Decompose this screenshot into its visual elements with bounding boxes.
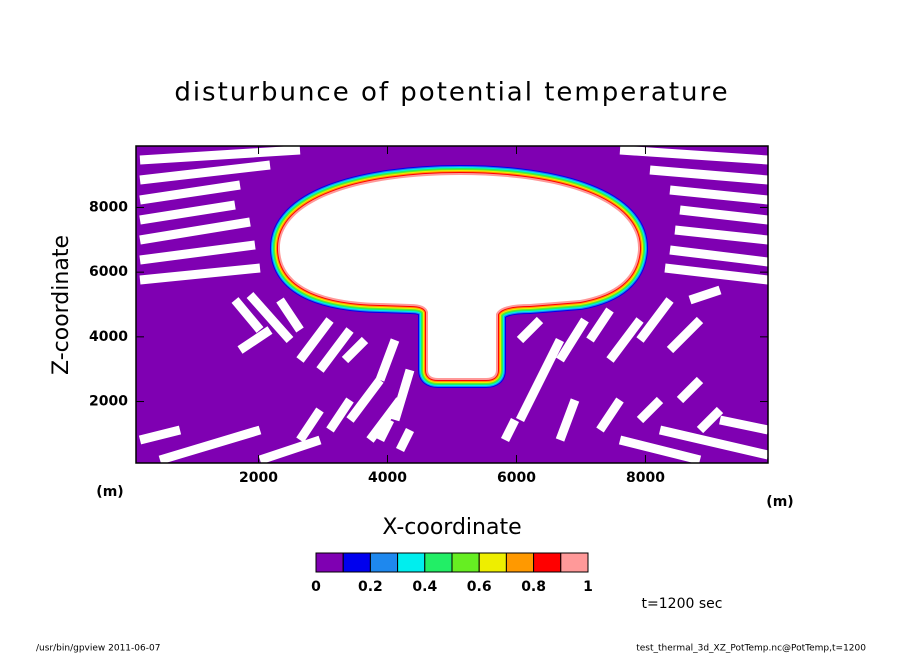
- footer-right: test_thermal_3d_XZ_PotTemp.nc@PotTemp,t=…: [636, 644, 866, 654]
- chart-title: disturbunce of potential temperature: [174, 78, 729, 108]
- colorbar-label: 0.4: [412, 579, 437, 595]
- y-tick-label: 6000: [89, 264, 128, 280]
- y-axis-label: Z-coordinate: [49, 235, 74, 375]
- x-tick-label: 4000: [368, 470, 407, 486]
- colorbar-box: [315, 552, 344, 573]
- colorbar-label: 0.2: [358, 579, 383, 595]
- colorbar-box: [560, 552, 589, 573]
- colorbar-box: [533, 552, 562, 573]
- plot-frame: [135, 145, 769, 464]
- contour-core: [279, 175, 639, 378]
- axes: 2000 4000 6000 8000 2000 4000 6000 8000: [89, 146, 768, 486]
- field-texture: [138, 146, 768, 463]
- colorbar-label: 0: [311, 579, 321, 595]
- colorbar-box: [451, 552, 480, 573]
- contour-field: [136, 146, 768, 463]
- colorbar: 0 0.2 0.4 0.6 0.8 1: [311, 552, 593, 595]
- colorbar-label: 0.6: [467, 579, 492, 595]
- y-tick-label: 2000: [89, 394, 128, 410]
- colorbar-box: [424, 552, 453, 573]
- colorbar-box: [342, 552, 371, 573]
- colorbar-box: [478, 552, 507, 573]
- y-tick-label: 4000: [89, 329, 128, 345]
- x-tick-label: 8000: [626, 470, 665, 486]
- annotation: t=1200 sec: [642, 596, 723, 612]
- colorbar-box: [505, 552, 535, 573]
- x-tick-label: 6000: [497, 470, 536, 486]
- contour-rings: [270, 164, 648, 388]
- colorbar-label: 0.8: [521, 579, 546, 595]
- colorbar-box: [369, 552, 399, 573]
- y-unit: (m): [96, 484, 123, 500]
- x-tick-label: 2000: [239, 470, 278, 486]
- colorbar-label: 1: [583, 579, 593, 595]
- x-unit: (m): [766, 494, 793, 510]
- x-axis-label: X-coordinate: [382, 515, 521, 540]
- y-tick-label: 8000: [89, 199, 128, 215]
- footer-left: /usr/bin/gpview 2011-06-07: [36, 644, 160, 654]
- colorbar-box: [397, 552, 426, 573]
